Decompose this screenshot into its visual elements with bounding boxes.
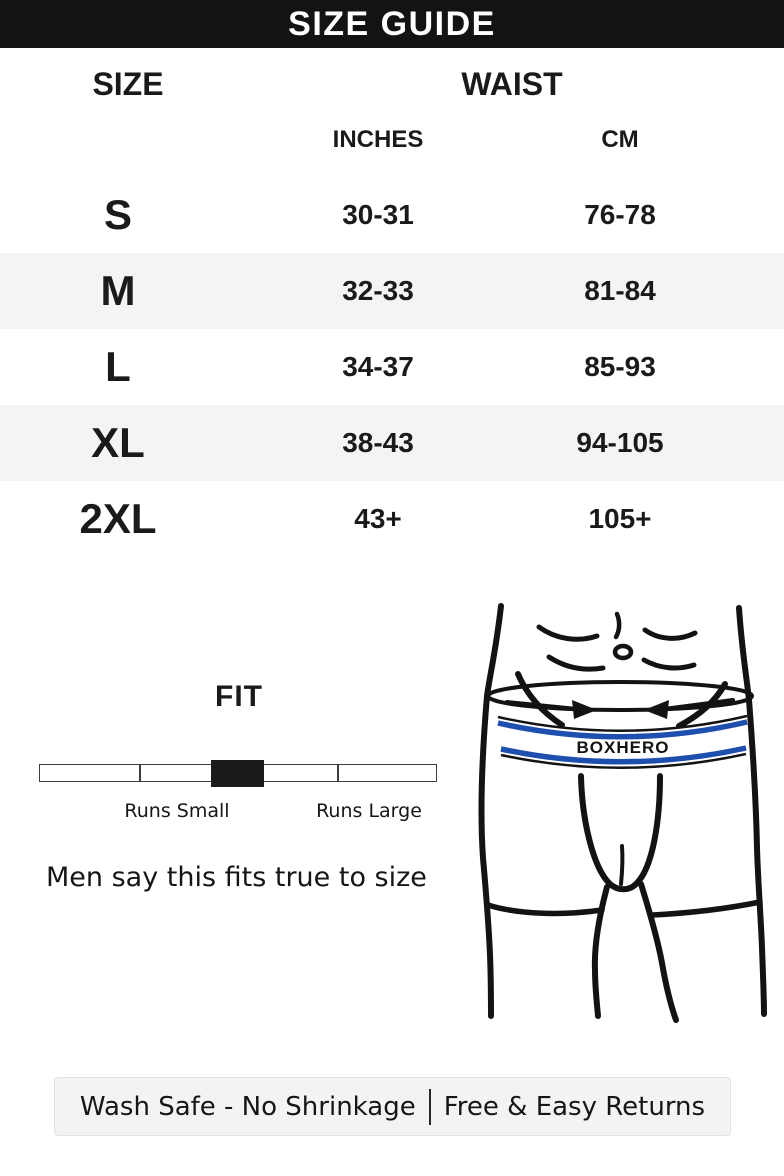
- fit-marker-true-to-size: [211, 760, 264, 787]
- table-row: L 34-37 85-93: [0, 329, 784, 405]
- cm-value: 85-93: [584, 351, 656, 382]
- right-hem-line: [650, 899, 763, 918]
- waistband-bottom-stripe: [500, 745, 747, 765]
- inner-left-leg-line: [591, 884, 610, 1019]
- size-label: XL: [91, 419, 145, 466]
- inches-value: 38-43: [342, 427, 414, 458]
- right-pec-line: [642, 627, 698, 641]
- torso-illustration: BOXHERO: [478, 603, 767, 1023]
- column-header-waist: WAIST: [461, 66, 563, 102]
- left-hem-line: [485, 902, 605, 917]
- cm-value: 94-105: [576, 427, 664, 458]
- fit-label-runs-large: Runs Large: [316, 800, 422, 822]
- size-label: M: [100, 267, 136, 314]
- inches-value: 34-37: [342, 351, 414, 382]
- right-arrowhead-icon: [644, 700, 669, 719]
- right-ab-line: [641, 657, 697, 671]
- size-label: L: [105, 343, 131, 390]
- table-row: XL 38-43 94-105: [0, 405, 784, 481]
- pouch-center-line: [619, 844, 625, 886]
- fit-scale-tick: [139, 765, 141, 781]
- size-label: S: [103, 191, 132, 238]
- column-header-size: SIZE: [92, 66, 164, 102]
- left-hip-line: [515, 671, 565, 728]
- left-outline: [478, 603, 504, 1019]
- fit-heading: FIT: [215, 680, 263, 713]
- fit-summary-text: Men say this fits true to size: [46, 862, 427, 893]
- footer-left-text: Wash Safe - No Shrinkage: [79, 1091, 416, 1122]
- footer-badge: Wash Safe - No Shrinkage Free & Easy Ret…: [54, 1077, 731, 1136]
- title-bar: SIZE GUIDE: [0, 0, 784, 48]
- waistband-brand-text: BOXHERO: [577, 738, 670, 757]
- cm-value: 81-84: [584, 275, 656, 306]
- inches-value: 43+: [354, 503, 402, 534]
- navel: [612, 643, 634, 661]
- waistband-top-stripe: [497, 719, 748, 740]
- page-title: SIZE GUIDE: [288, 4, 496, 43]
- column-header-inches: INCHES: [332, 126, 424, 153]
- pouch-line: [578, 773, 663, 893]
- left-ab-line: [546, 654, 606, 672]
- left-arrowhead-icon: [572, 700, 597, 719]
- footer-separator: [428, 1088, 431, 1125]
- left-arrow-shaft: [505, 700, 579, 711]
- column-header-cm: CM: [601, 126, 639, 153]
- waist-measure-ellipse: [486, 680, 754, 712]
- cm-value: 105+: [588, 503, 652, 534]
- size-label: 2XL: [79, 495, 157, 542]
- footer-right-text: Free & Easy Returns: [443, 1091, 706, 1122]
- fit-label-runs-small: Runs Small: [124, 800, 230, 822]
- table-row: M 32-33 81-84: [0, 253, 784, 329]
- left-pec-line: [536, 624, 600, 642]
- right-arrow-shaft: [662, 698, 735, 711]
- fit-scale-tick: [337, 765, 339, 781]
- table-row: 2XL 43+ 105+: [0, 481, 784, 557]
- cm-value: 76-78: [584, 199, 656, 230]
- waistband-bottom-edge: [500, 752, 747, 769]
- table-row: S 30-31 76-78: [0, 177, 784, 253]
- sternum-line: [613, 611, 622, 640]
- inches-value: 32-33: [342, 275, 414, 306]
- inner-right-leg-line: [638, 881, 679, 1023]
- waistband: [498, 717, 747, 766]
- waistband-top-edge: [497, 714, 748, 732]
- inches-value: 30-31: [342, 199, 414, 230]
- right-outline: [736, 605, 767, 1017]
